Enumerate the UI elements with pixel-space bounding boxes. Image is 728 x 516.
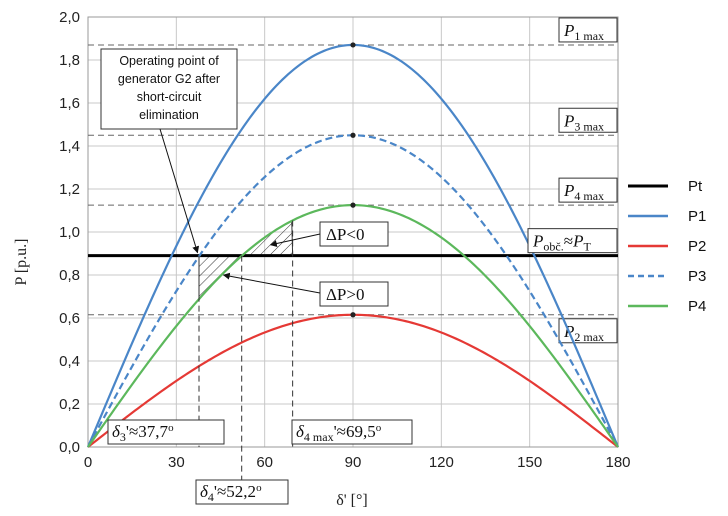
max-dot-p2 [350, 312, 356, 318]
x-tick-label: 120 [429, 454, 454, 471]
operating-point-note-box [100, 48, 238, 130]
y-axis-title: P [p.u.] [13, 239, 30, 286]
x-tick-label: 60 [256, 454, 273, 471]
delta-p-neg-arrow [269, 233, 321, 247]
x-tick-label: 90 [345, 454, 362, 471]
x-tick-label: 180 [605, 454, 630, 471]
x-tick-label: 0 [84, 454, 92, 471]
x-axis-ticks: 0 30 60 90 120 150 180 [84, 454, 631, 471]
delta-reference-lines [198, 220, 294, 480]
legend-label-p1: P1 [688, 208, 706, 225]
max-dot-p4 [350, 202, 356, 208]
operating-point-note-line: Operating point of [119, 54, 219, 68]
y-axis-ticks: 0,0 0,2 0,4 0,6 0,8 1,0 1,2 1,4 1,6 1,8 2,0 [59, 9, 80, 456]
annotations: Pobč.≈PT δ3'≈37,7o δ4'≈52,2o δ4 max'≈69,5o Δ… [100, 48, 618, 505]
operating-point-note-line: short-circuit [137, 90, 202, 104]
legend-label-pt: Pt [688, 178, 703, 195]
delta-p-neg-box [319, 221, 389, 247]
delta-label-box [291, 419, 413, 445]
max-dot-p3 [350, 132, 356, 138]
y-tick-label: 1,8 [59, 52, 80, 69]
y-tick-label: 1,2 [59, 181, 80, 198]
y-tick-label: 1,6 [59, 95, 80, 112]
x-tick-label: 30 [168, 454, 185, 471]
y-tick-label: 0,6 [59, 310, 80, 327]
legend-label-p3: P3 [688, 268, 706, 285]
y-tick-label: 2,0 [59, 9, 80, 26]
operating-point-note-line: generator G2 after [118, 72, 220, 86]
legend: Pt P1 P2 P3 P4 [628, 178, 706, 315]
delta-p-pos-box [319, 281, 389, 307]
operating-point-note-line: elimination [139, 108, 199, 122]
y-tick-label: 0,0 [59, 439, 80, 456]
delta-label: δ4 max'≈69,5o [296, 422, 382, 444]
max-dot-p1 [350, 42, 356, 48]
y-tick-label: 0,4 [59, 353, 80, 370]
x-axis-title: δ' [°] [336, 492, 367, 509]
delta-label: δ4'≈52,2o [200, 482, 262, 504]
hatched-areas [198, 220, 294, 301]
legend-label-p4: P4 [688, 298, 706, 315]
y-tick-label: 0,2 [59, 396, 80, 413]
pt-label-box [527, 228, 618, 254]
delta-p-pos-label: ΔP>0 [326, 285, 364, 304]
delta-p-neg-label: ΔP<0 [326, 225, 364, 244]
y-tick-label: 1,0 [59, 224, 80, 241]
delta-p-pos-arrow [222, 272, 321, 294]
legend-label-p2: P2 [688, 238, 706, 255]
y-tick-label: 0,8 [59, 267, 80, 284]
operating-point-arrow [159, 128, 200, 254]
max-label: P3 max [563, 111, 604, 133]
pt-label: Pobč.≈PT [532, 232, 591, 254]
max-label-box [558, 318, 618, 344]
delta-label-box [107, 419, 225, 445]
x-tick-label: 150 [517, 454, 542, 471]
max-label-box [558, 107, 618, 133]
max-label: P4 max [563, 181, 604, 203]
plot-frame [87, 16, 619, 448]
y-tick-label: 1,4 [59, 138, 80, 155]
delta-label: δ3'≈37,7o [112, 422, 174, 444]
delta-label-box [195, 479, 289, 505]
max-label: P1 max [563, 21, 604, 43]
max-label-box [558, 177, 618, 203]
maximum-dots [350, 42, 356, 318]
max-label-box [558, 17, 618, 43]
